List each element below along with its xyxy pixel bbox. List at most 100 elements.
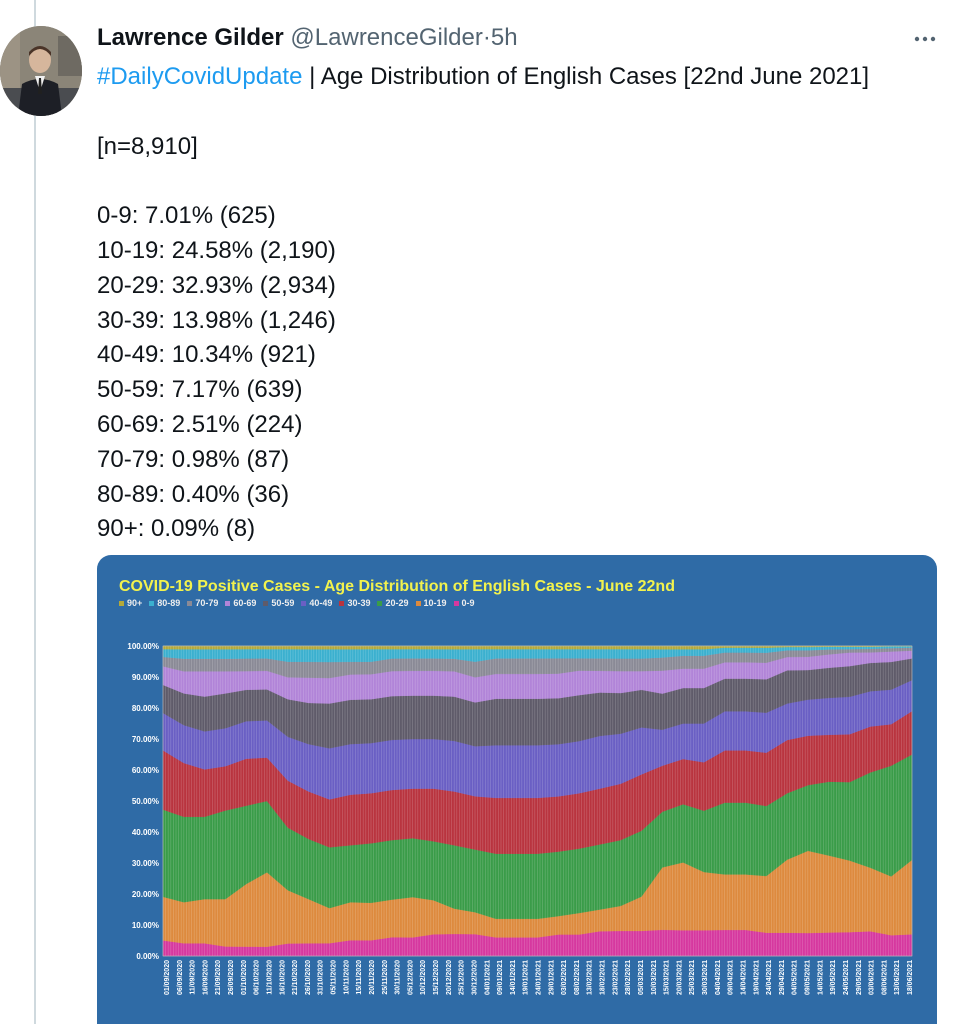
legend-swatch: [225, 600, 231, 606]
x-tick-label: 29/01/2021: [548, 960, 555, 995]
legend-swatch: [263, 600, 269, 606]
x-tick-label: 30/11/2020: [395, 960, 402, 995]
x-tick-label: 16/10/2020: [279, 960, 286, 995]
x-tick-label: 30/12/2020: [471, 960, 478, 995]
age-band-line: 20-29: 32.93% (2,934): [97, 271, 336, 299]
x-tick-label: 21/09/2020: [215, 960, 222, 995]
legend-item: 20-29: [377, 598, 409, 608]
x-tick-label: 05/11/2020: [331, 960, 338, 995]
legend-swatch: [377, 600, 383, 606]
age-band-line: 50-59: 7.17% (639): [97, 376, 303, 404]
legend-item: 80-89: [149, 598, 180, 608]
x-tick-label: 10/03/2021: [651, 960, 658, 995]
separator-dot: ·: [482, 24, 491, 51]
x-tick-label: 01/09/2020: [164, 960, 171, 995]
legend-label: 80-89: [157, 598, 181, 608]
age-band-line: 60-69: 2.51% (224): [97, 410, 303, 438]
thread-line: [34, 0, 36, 1024]
x-tick-label: 26/10/2020: [305, 960, 312, 995]
x-tick-label: 09/05/2021: [805, 960, 812, 995]
x-tick-label: 04/05/2021: [792, 960, 799, 995]
x-tick-label: 11/09/2020: [190, 960, 197, 995]
legend-label: 70-79: [195, 598, 219, 608]
y-tick-label: 30.00%: [132, 859, 159, 868]
x-tick-label: 30/03/2021: [702, 960, 709, 995]
legend-item: 0-9: [453, 598, 475, 608]
x-tick-label: 25/11/2020: [382, 960, 389, 995]
y-tick-label: 100.00%: [127, 642, 159, 651]
sample-size: [n=8,910]: [97, 132, 198, 160]
x-tick-label: 03/02/2021: [561, 960, 568, 995]
more-horizontal-icon[interactable]: [912, 26, 938, 59]
x-tick-label: 19/01/2021: [523, 960, 530, 995]
x-tick-label: 03/06/2021: [869, 960, 876, 995]
x-tick-label: 09/01/2021: [497, 960, 504, 995]
hashtag-link[interactable]: #DailyCovidUpdate: [97, 63, 303, 90]
x-tick-label: 10/12/2020: [420, 960, 427, 995]
legend-swatch: [301, 600, 307, 606]
x-tick-label: 15/12/2020: [433, 960, 440, 995]
legend-swatch: [149, 600, 155, 606]
x-tick-label: 04/04/2021: [715, 960, 722, 995]
x-tick-label: 09/04/2021: [728, 960, 735, 995]
x-tick-label: 06/09/2020: [177, 960, 184, 995]
x-tick-label: 15/03/2021: [664, 960, 671, 995]
x-tick-label: 20/03/2021: [676, 960, 683, 995]
x-tick-label: 14/05/2021: [817, 960, 824, 995]
legend-swatch: [453, 600, 459, 606]
legend-item: 60-69: [225, 598, 256, 608]
x-tick-label: 16/09/2020: [202, 960, 209, 995]
author-handle[interactable]: @LawrenceGilder: [290, 24, 483, 51]
legend-label: 60-69: [233, 598, 257, 608]
age-band-line: 80-89: 0.40% (36): [97, 480, 290, 508]
avatar-photo: [0, 26, 82, 116]
x-tick-label: 13/02/2021: [587, 960, 594, 995]
stacked-area-chart: 0.00% 10.00% 20.00% 30.00% 40.00% 50.00% 60.00…: [127, 642, 914, 995]
x-tick-label: 31/10/2020: [318, 960, 325, 995]
y-tick-label: 60.00%: [132, 766, 159, 775]
y-tick-label: 0.00%: [136, 952, 159, 961]
x-tick-label: 05/12/2020: [407, 960, 414, 995]
x-tick-label: 20/12/2020: [446, 960, 453, 995]
avatar[interactable]: [0, 26, 82, 116]
legend-item: 30-39: [339, 598, 370, 608]
legend-swatch: [119, 600, 124, 606]
x-tick-label: 08/06/2021: [881, 960, 888, 995]
x-tick-label: 08/02/2021: [574, 960, 581, 995]
x-tick-label: 05/03/2021: [638, 960, 645, 995]
tweet-header: Lawrence Gilder @LawrenceGilder·5h: [97, 24, 518, 52]
y-tick-label: 80.00%: [132, 704, 159, 713]
tweet-timestamp[interactable]: 5h: [490, 24, 518, 51]
legend-label: 40-49: [309, 598, 333, 608]
x-tick-label: 20/11/2020: [369, 960, 376, 995]
x-tick-label: 01/10/2020: [241, 960, 248, 995]
y-tick-label: 40.00%: [132, 828, 159, 837]
legend-label: 30-39: [347, 598, 371, 608]
y-tick-label: 70.00%: [132, 735, 159, 744]
legend-item: 90+: [119, 598, 142, 608]
x-tick-label: 24/04/2021: [766, 960, 773, 995]
legend-item: 40-49: [301, 598, 332, 608]
x-tick-label: 11/10/2020: [267, 960, 274, 995]
legend-label: 50-59: [271, 598, 295, 608]
x-tick-label: 21/10/2020: [292, 960, 299, 995]
tweet-media-chart[interactable]: COVID-19 Positive Cases - Age Distributi…: [97, 555, 937, 1024]
age-band-line: 0-9: 7.01% (625): [97, 202, 276, 230]
legend-swatch: [339, 600, 345, 606]
x-tick-label: 18/06/2021: [907, 960, 914, 995]
chart-title: COVID-19 Positive Cases - Age Distributi…: [119, 578, 675, 595]
legend-item: 70-79: [187, 598, 218, 608]
x-tick-label: 04/01/2021: [484, 960, 491, 995]
chart-legend: 90+ 80-89 70-79 60-69 50-59 40-49 30-39 20-29 10…: [119, 598, 475, 608]
x-tick-label: 10/11/2020: [343, 960, 350, 995]
x-tick-label: 25/12/2020: [459, 960, 466, 995]
age-band-line: 30-39: 13.98% (1,246): [97, 306, 336, 334]
author-name[interactable]: Lawrence Gilder: [97, 24, 284, 51]
x-tick-label: 28/02/2021: [625, 960, 632, 995]
legend-item: 10-19: [415, 598, 447, 608]
legend-label: 20-29: [385, 598, 409, 608]
age-band-line: 10-19: 24.58% (2,190): [97, 236, 336, 264]
legend-item: 50-59: [263, 598, 294, 608]
x-tick-label: 19/05/2021: [830, 960, 837, 995]
x-tick-label: 24/05/2021: [843, 960, 850, 995]
